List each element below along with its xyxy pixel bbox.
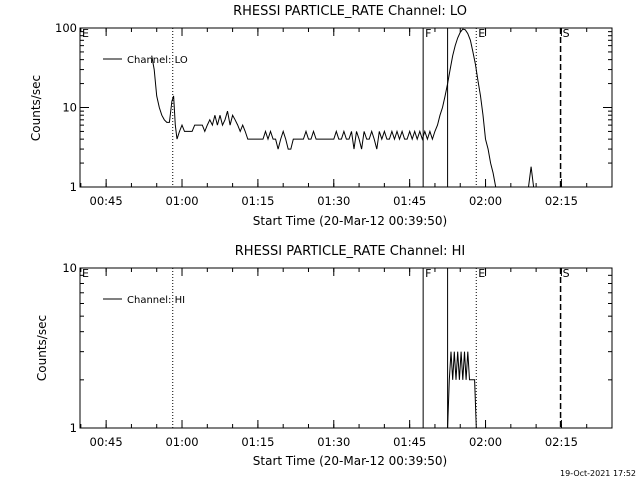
legend-label-hi: Channel: HI bbox=[127, 295, 185, 306]
y-tick-label: 1 bbox=[70, 180, 77, 194]
time-marker-label: E bbox=[478, 27, 485, 40]
x-tick-label: 01:45 bbox=[393, 435, 426, 449]
time-marker-label: F bbox=[425, 267, 431, 280]
series-line bbox=[151, 28, 497, 188]
x-tick-label: 01:15 bbox=[241, 435, 274, 449]
x-tick-label: 01:00 bbox=[165, 435, 198, 449]
data-series-hi bbox=[447, 351, 477, 429]
x-tick-label: 01:15 bbox=[241, 194, 274, 208]
chart-panel-hi: RHESSI PARTICLE_RATE Channel: HI 00:45 01… bbox=[35, 244, 613, 468]
x-tick-label: 01:45 bbox=[393, 194, 426, 208]
time-marker-label: F bbox=[425, 27, 431, 40]
x-tick-label: 02:15 bbox=[545, 194, 578, 208]
time-marker-label: E bbox=[82, 27, 89, 40]
y-axis-label-lo: Counts/sec bbox=[29, 75, 43, 141]
y-tick-label: 1 bbox=[70, 421, 77, 435]
series-line bbox=[447, 351, 477, 429]
time-marker-label: E bbox=[478, 267, 485, 280]
data-series-lo bbox=[151, 28, 535, 188]
x-tick-label: 01:30 bbox=[317, 194, 350, 208]
footer-timestamp: 19-Oct-2021 17:52 bbox=[560, 469, 636, 478]
x-tick-label: 00:45 bbox=[90, 435, 123, 449]
axis-ticks-lo: 00:45 01:00 01:15 01:30 01:45 02:00 02:15 1 10 10… bbox=[55, 21, 613, 208]
chart-title-lo: RHESSI PARTICLE_RATE Channel: LO bbox=[233, 4, 467, 19]
x-tick-label: 01:30 bbox=[317, 435, 350, 449]
x-axis-label-lo: Start Time (20-Mar-12 00:39:50) bbox=[253, 214, 447, 228]
time-marker-label: E bbox=[82, 267, 89, 280]
y-tick-label: 10 bbox=[62, 101, 77, 115]
plot-frame-hi bbox=[79, 267, 613, 429]
x-tick-label: 02:15 bbox=[545, 435, 578, 449]
x-tick-label: 01:00 bbox=[165, 194, 198, 208]
y-tick-label: 10 bbox=[62, 261, 77, 275]
x-tick-label: 02:00 bbox=[469, 435, 502, 449]
legend-label-lo: Channel: LO bbox=[127, 55, 188, 66]
chart-panel-lo: RHESSI PARTICLE_RATE Channel: LO 00:45 01… bbox=[29, 4, 613, 228]
series-line bbox=[528, 166, 535, 188]
time-marker-label: S bbox=[563, 267, 570, 280]
x-tick-label: 00:45 bbox=[90, 194, 123, 208]
chart-title-hi: RHESSI PARTICLE_RATE Channel: HI bbox=[235, 244, 465, 259]
time-marker-label: S bbox=[563, 27, 570, 40]
x-tick-label: 02:00 bbox=[469, 194, 502, 208]
y-tick-label: 100 bbox=[55, 21, 77, 35]
y-axis-label-hi: Counts/sec bbox=[35, 315, 49, 381]
x-axis-label-hi: Start Time (20-Mar-12 00:39:50) bbox=[253, 454, 447, 468]
axis-ticks-hi: 00:45 01:00 01:15 01:30 01:45 02:00 02:15 1 10 bbox=[62, 261, 613, 449]
